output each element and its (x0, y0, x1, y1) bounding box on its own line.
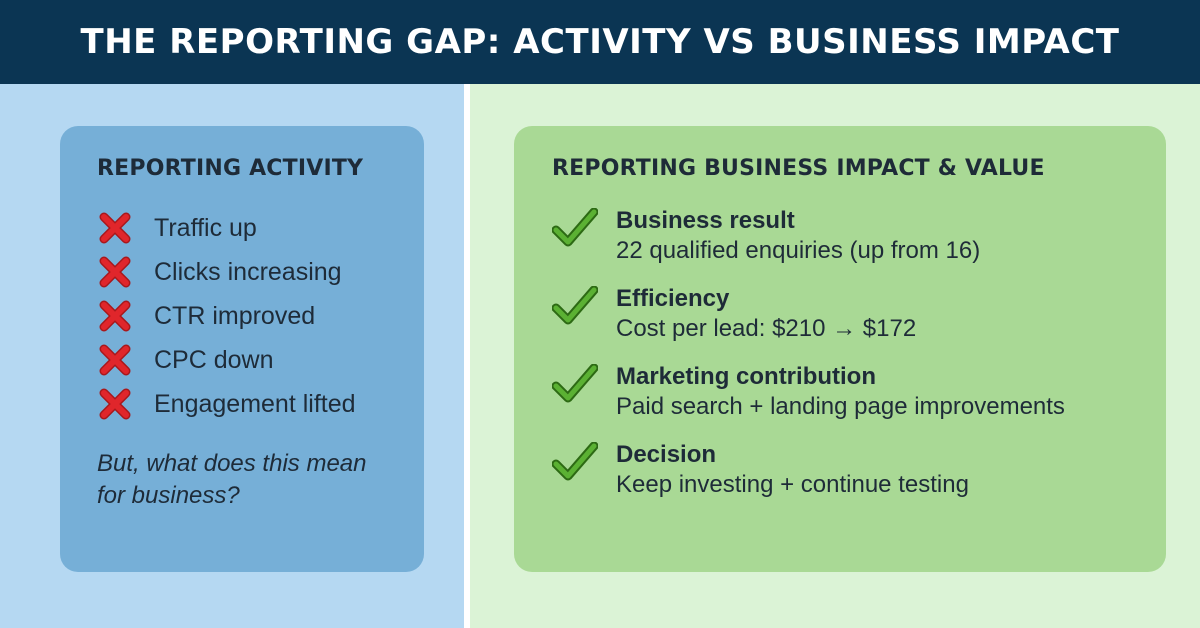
activity-item-label: Clicks increasing (154, 257, 342, 286)
green-check-icon (552, 286, 598, 325)
green-check-icon (552, 208, 598, 247)
list-item: Marketing contribution Paid search + lan… (552, 362, 1065, 422)
impact-list: Business result 22 qualified enquiries (… (552, 206, 1065, 500)
activity-card-title: REPORTING ACTIVITY (97, 156, 364, 181)
impact-card: REPORTING BUSINESS IMPACT & VALUE Busine… (514, 126, 1166, 572)
impact-item-detail: 22 qualified enquiries (up from 16) (616, 237, 981, 264)
red-x-icon (99, 388, 131, 420)
red-x-icon (99, 256, 131, 288)
list-item: Decision Keep investing + continue testi… (552, 440, 1065, 500)
impact-item-heading: Decision (616, 441, 717, 468)
page-title: THE REPORTING GAP: ACTIVITY VS BUSINESS … (80, 22, 1120, 62)
activity-item-label: Engagement lifted (154, 389, 356, 418)
activity-item-label: Traffic up (154, 213, 257, 242)
impact-item-detail: Cost per lead: $210 → $172 (616, 315, 917, 342)
impact-card-title: REPORTING BUSINESS IMPACT & VALUE (552, 156, 1045, 181)
activity-item-label: CTR improved (154, 301, 316, 330)
activity-card: REPORTING ACTIVITY Traffic up Clicks inc… (60, 126, 424, 572)
impact-item-detail: Paid search + landing page improvements (616, 393, 1065, 420)
red-x-icon (99, 300, 131, 332)
list-item: CPC down (98, 338, 356, 382)
red-x-icon (99, 212, 131, 244)
impact-item-heading: Efficiency (616, 285, 730, 312)
activity-list: Traffic up Clicks increasing CTR improve… (98, 206, 356, 426)
impact-item-detail: Keep investing + continue testing (616, 471, 969, 498)
list-item: CTR improved (98, 294, 356, 338)
list-item: Business result 22 qualified enquiries (… (552, 206, 1065, 266)
activity-question: But, what does this mean for business? (97, 450, 367, 509)
list-item: Engagement lifted (98, 382, 356, 426)
green-check-icon (552, 442, 598, 481)
activity-item-label: CPC down (154, 345, 274, 374)
impact-item-heading: Business result (616, 207, 795, 234)
header-banner: THE REPORTING GAP: ACTIVITY VS BUSINESS … (0, 0, 1200, 84)
list-item: Traffic up (98, 206, 356, 250)
impact-item-heading: Marketing contribution (616, 363, 876, 390)
green-check-icon (552, 364, 598, 403)
red-x-icon (99, 344, 131, 376)
list-item: Efficiency Cost per lead: $210 → $172 (552, 284, 1065, 344)
list-item: Clicks increasing (98, 250, 356, 294)
